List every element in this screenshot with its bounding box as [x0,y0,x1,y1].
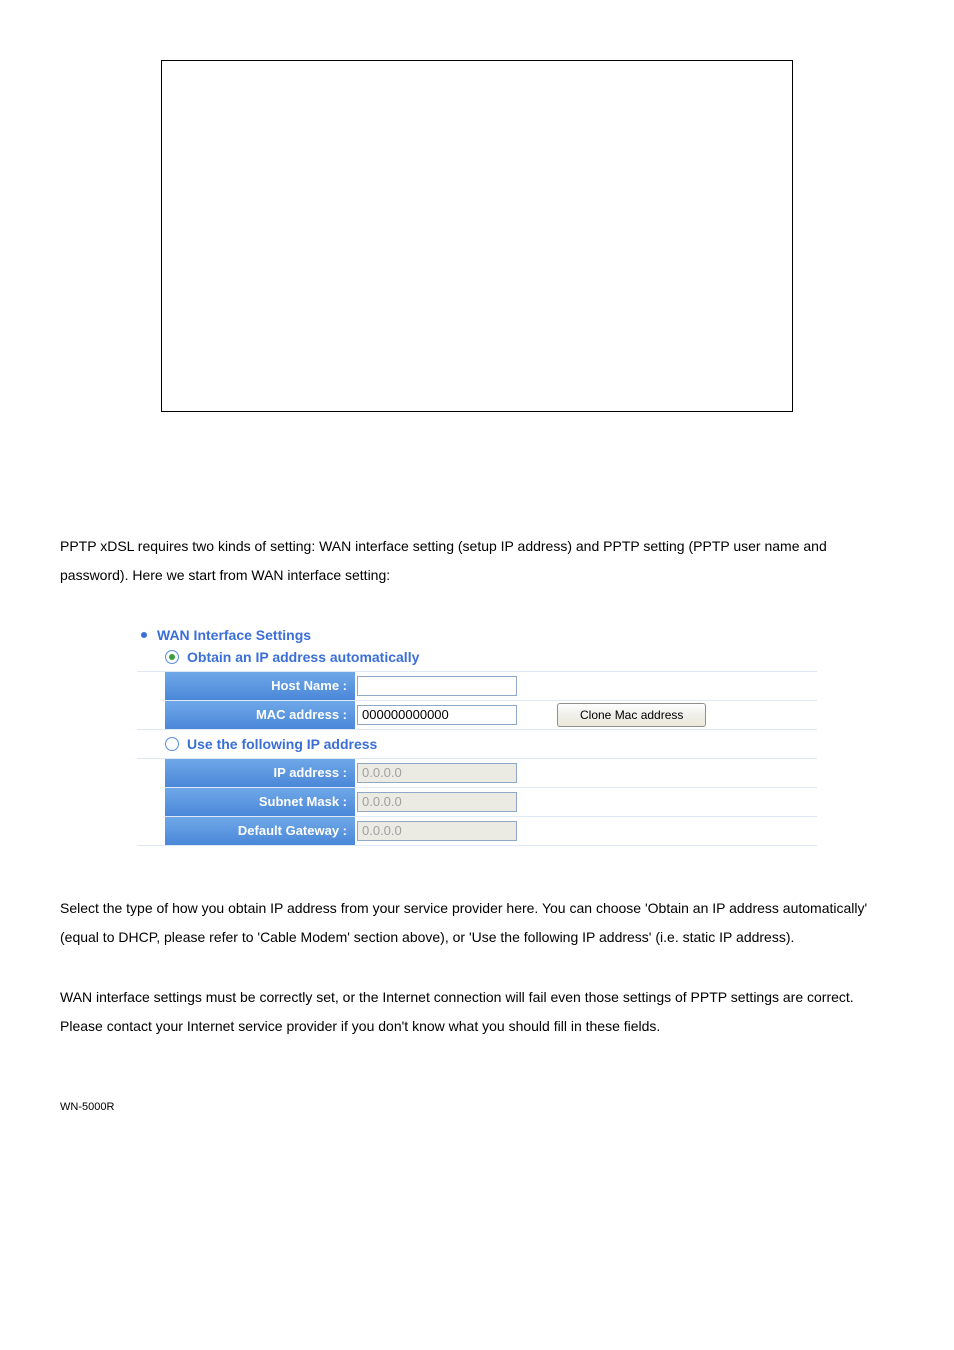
row-ip-address: IP address : [165,759,817,787]
radio-label-auto: Obtain an IP address automatically [187,649,419,665]
default-gateway-label: Default Gateway : [165,817,355,845]
row-default-gateway: Default Gateway : [165,816,817,845]
mac-address-label: MAC address : [165,701,355,729]
subnet-mask-input [357,792,517,812]
ip-address-label: IP address : [165,759,355,787]
radio-label-static: Use the following IP address [187,736,377,752]
radio-icon[interactable] [165,737,179,751]
row-mac-address: MAC address : Clone Mac address [165,700,817,729]
host-name-label: Host Name : [165,672,355,700]
row-host-name: Host Name : [165,672,817,700]
default-gateway-input [357,821,517,841]
clone-mac-button[interactable]: Clone Mac address [557,703,706,727]
intro-paragraph: PPTP xDSL requires two kinds of setting:… [60,532,894,591]
footer-model: WN-5000R [60,1101,894,1113]
host-name-input[interactable] [357,676,517,696]
row-subnet-mask: Subnet Mask : [165,787,817,816]
section-header: WAN Interface Settings [137,627,817,643]
bullet-icon [141,632,147,638]
radio-row-auto[interactable]: Obtain an IP address automatically [137,647,817,671]
wan-interface-settings-panel: WAN Interface Settings Obtain an IP addr… [133,621,821,854]
image-placeholder-box [161,60,793,412]
select-type-paragraph: Select the type of how you obtain IP add… [60,894,894,953]
radio-row-static[interactable]: Use the following IP address [137,730,817,758]
radio-icon[interactable] [165,650,179,664]
wan-note-paragraph: WAN interface settings must be correctly… [60,983,894,1042]
section-title: WAN Interface Settings [157,627,311,643]
subnet-mask-label: Subnet Mask : [165,788,355,816]
mac-address-input[interactable] [357,705,517,725]
ip-address-input [357,763,517,783]
